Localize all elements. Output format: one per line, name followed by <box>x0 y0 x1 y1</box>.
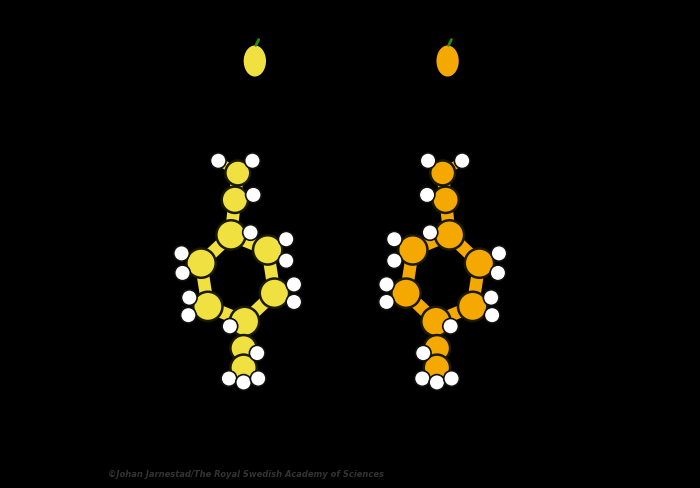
Circle shape <box>433 186 459 213</box>
Circle shape <box>181 307 196 323</box>
Circle shape <box>175 265 190 281</box>
Circle shape <box>286 277 302 292</box>
Circle shape <box>181 290 197 305</box>
Circle shape <box>246 187 261 203</box>
Circle shape <box>279 231 294 247</box>
Ellipse shape <box>435 44 460 78</box>
Circle shape <box>225 161 251 185</box>
Circle shape <box>422 224 438 240</box>
Circle shape <box>230 307 259 336</box>
Circle shape <box>484 307 500 323</box>
Circle shape <box>415 346 431 361</box>
Circle shape <box>391 279 421 308</box>
Text: ©Johan Jarnestad/The Royal Swedish Academy of Sciences: ©Johan Jarnestad/The Royal Swedish Acade… <box>108 470 384 479</box>
Circle shape <box>249 346 265 361</box>
Circle shape <box>458 292 487 321</box>
Circle shape <box>253 235 282 264</box>
Circle shape <box>491 245 507 261</box>
Circle shape <box>279 253 294 268</box>
Circle shape <box>421 307 451 336</box>
Circle shape <box>430 161 455 185</box>
Circle shape <box>236 375 251 390</box>
Circle shape <box>193 292 223 321</box>
Circle shape <box>444 371 459 386</box>
Circle shape <box>484 290 499 305</box>
Circle shape <box>186 248 216 278</box>
Circle shape <box>379 277 394 292</box>
Circle shape <box>230 335 257 362</box>
Circle shape <box>424 355 450 381</box>
Circle shape <box>429 375 444 390</box>
Circle shape <box>420 153 436 168</box>
Circle shape <box>174 245 190 261</box>
Circle shape <box>435 220 464 249</box>
Circle shape <box>222 186 248 213</box>
Circle shape <box>398 235 428 264</box>
Circle shape <box>260 279 289 308</box>
Circle shape <box>443 319 459 334</box>
Circle shape <box>243 224 258 240</box>
Circle shape <box>454 153 470 168</box>
Circle shape <box>465 248 494 278</box>
Circle shape <box>211 153 226 168</box>
Circle shape <box>386 253 402 268</box>
Circle shape <box>221 371 237 386</box>
Circle shape <box>419 187 435 203</box>
Circle shape <box>230 355 257 381</box>
Circle shape <box>424 335 450 362</box>
Circle shape <box>379 294 394 310</box>
Circle shape <box>414 371 430 386</box>
Circle shape <box>286 294 302 310</box>
Circle shape <box>216 220 246 249</box>
Circle shape <box>251 371 266 386</box>
Circle shape <box>386 231 402 247</box>
Ellipse shape <box>243 44 267 78</box>
Circle shape <box>244 153 260 168</box>
Circle shape <box>222 319 238 334</box>
Circle shape <box>490 265 506 281</box>
